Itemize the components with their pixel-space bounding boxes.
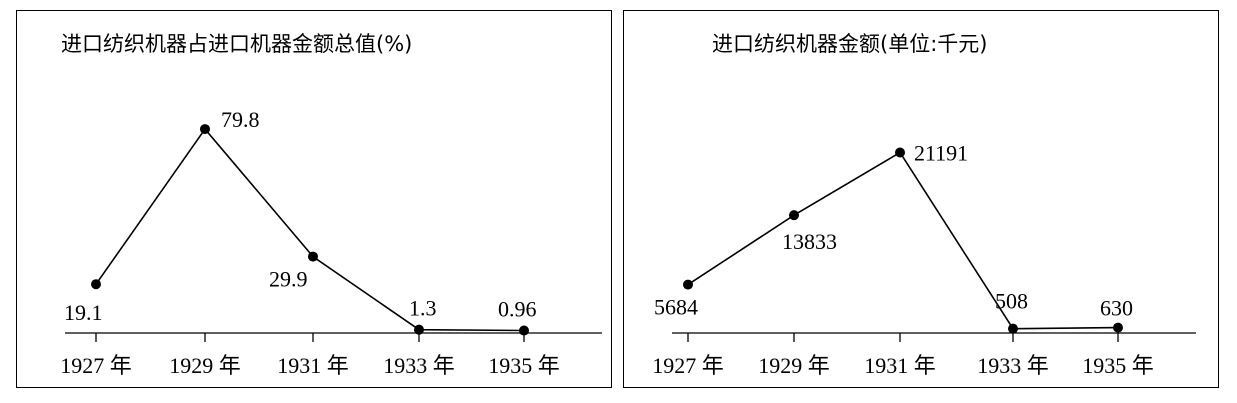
data-label: 79.8 bbox=[221, 107, 260, 132]
data-point bbox=[91, 279, 101, 290]
chart-title: 进口纺织机器金额(单位:千元) bbox=[712, 32, 987, 56]
x-tick-label: 1927 年 bbox=[60, 353, 132, 378]
data-label: 0.96 bbox=[498, 297, 537, 322]
chart-panel-right: 进口纺织机器金额(单位:千元) 1927 年 1929 年 1931 年 1933 年… bbox=[623, 10, 1219, 388]
series-line bbox=[687, 151, 1119, 330]
x-tick-label: 1933 年 bbox=[977, 353, 1049, 378]
data-label: 19.1 bbox=[64, 300, 103, 325]
chart-left-svg: 进口纺织机器占进口机器金额总值(%) 1927 年 1929 年 1931 年 193… bbox=[60, 32, 602, 378]
data-label: 29.9 bbox=[269, 267, 308, 292]
x-tick-label: 1929 年 bbox=[758, 353, 830, 378]
data-point bbox=[308, 251, 318, 262]
data-point bbox=[789, 210, 799, 221]
chart-right-svg: 进口纺织机器金额(单位:千元) 1927 年 1929 年 1931 年 1933 年… bbox=[652, 32, 1196, 378]
x-tick-label: 1933 年 bbox=[383, 353, 455, 378]
x-tick-label: 1931 年 bbox=[277, 353, 349, 378]
data-point bbox=[895, 147, 905, 158]
series-line bbox=[95, 127, 525, 332]
x-tick-label: 1931 年 bbox=[864, 353, 936, 378]
data-point bbox=[1008, 323, 1018, 334]
data-point bbox=[1113, 322, 1123, 333]
data-point bbox=[519, 325, 529, 336]
x-tick-label: 1935 年 bbox=[1082, 353, 1154, 378]
data-label: 1.3 bbox=[409, 296, 437, 321]
data-point bbox=[414, 324, 424, 335]
x-tick-label: 1927 年 bbox=[652, 353, 724, 378]
x-tick-label: 1929 年 bbox=[169, 353, 241, 378]
data-point bbox=[683, 279, 693, 290]
chart-panel-left: 进口纺织机器占进口机器金额总值(%) 1927 年 1929 年 1931 年 193… bbox=[16, 10, 612, 388]
data-label: 13833 bbox=[782, 229, 837, 254]
data-label: 21191 bbox=[914, 140, 968, 165]
data-label: 5684 bbox=[654, 295, 698, 320]
data-point bbox=[200, 124, 210, 135]
x-tick-label: 1935 年 bbox=[488, 353, 560, 378]
data-label: 630 bbox=[1100, 296, 1133, 321]
data-label: 508 bbox=[995, 289, 1028, 314]
chart-title: 进口纺织机器占进口机器金额总值(%) bbox=[61, 32, 412, 56]
